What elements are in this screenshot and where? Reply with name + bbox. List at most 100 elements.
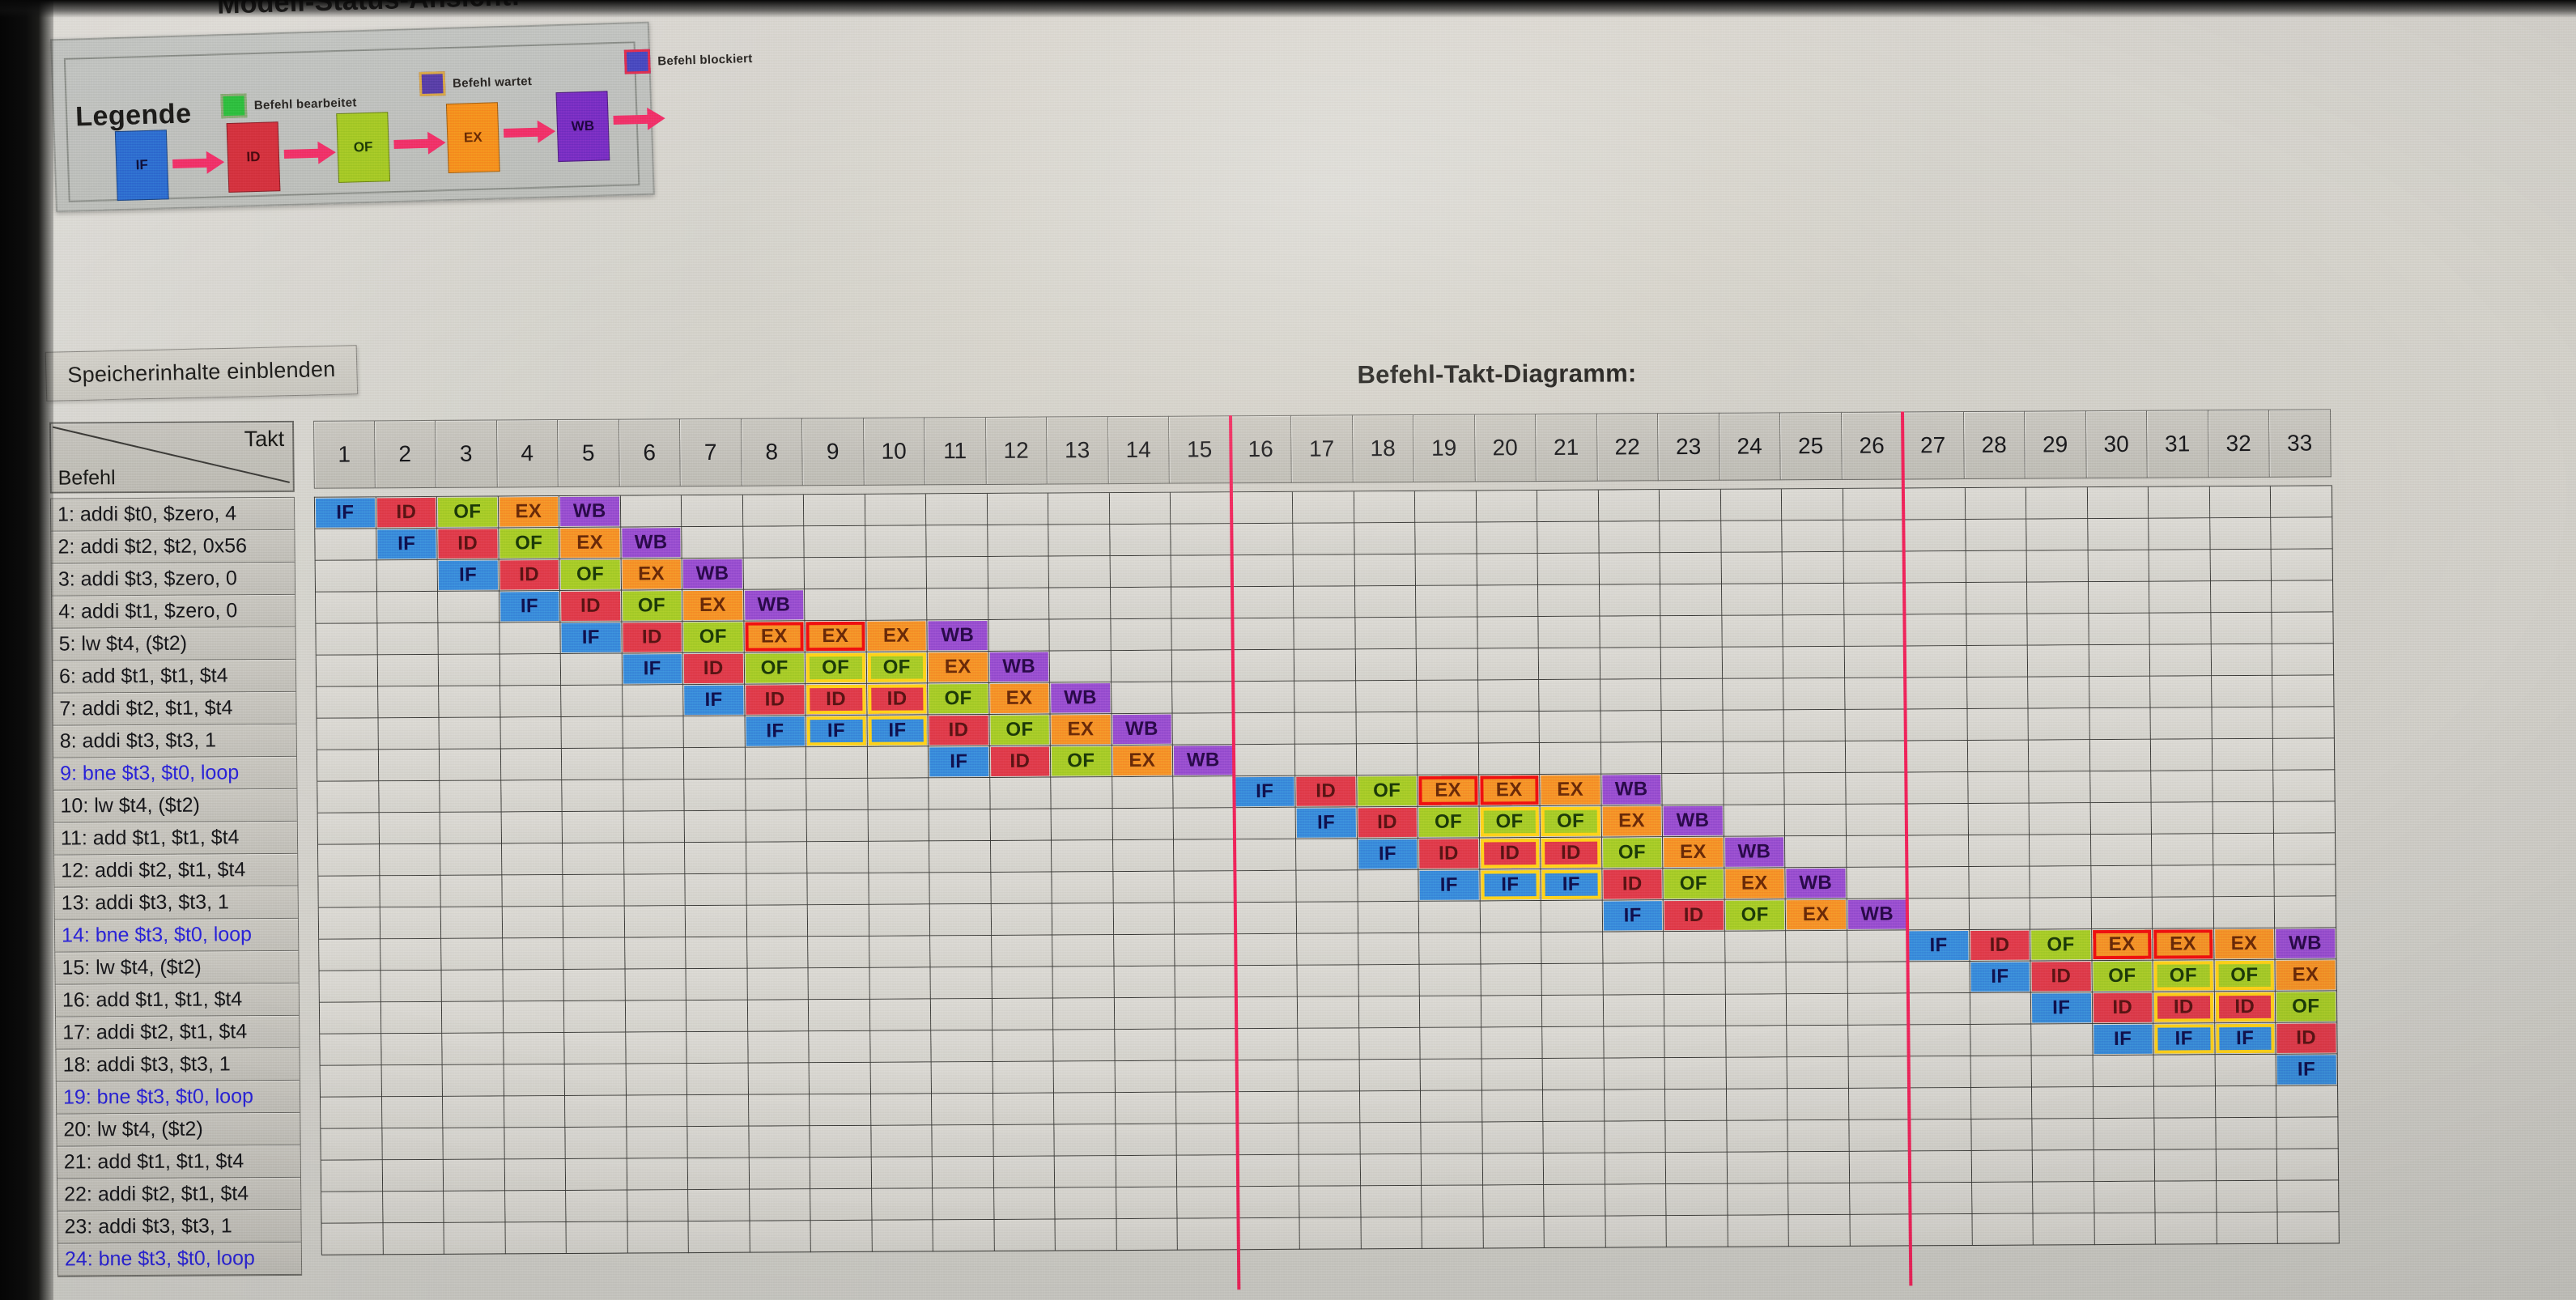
pipeline-empty-cell[interactable] [1909, 1056, 1971, 1089]
pipeline-empty-cell[interactable] [2152, 865, 2214, 898]
pipeline-stage-cell[interactable]: OF [559, 559, 622, 592]
pipeline-empty-cell[interactable] [1541, 932, 1604, 965]
pipeline-empty-cell[interactable] [746, 937, 809, 969]
pipeline-empty-cell[interactable] [1481, 1090, 1544, 1123]
pipeline-empty-cell[interactable] [993, 1124, 1055, 1157]
pipeline-empty-cell[interactable] [2028, 677, 2090, 709]
pipeline-stage-cell[interactable]: OF [744, 652, 806, 685]
pipeline-empty-cell[interactable] [1846, 867, 1908, 899]
pipeline-empty-cell[interactable] [930, 998, 993, 1031]
pipeline-empty-cell[interactable] [1846, 804, 1908, 836]
pipeline-empty-cell[interactable] [1847, 930, 1909, 962]
pipeline-empty-cell[interactable] [2093, 1055, 2155, 1088]
pipeline-stage-cell[interactable]: OF [1356, 775, 1418, 808]
pipeline-empty-cell[interactable] [809, 1030, 871, 1064]
pipeline-empty-cell[interactable] [623, 716, 684, 749]
pipeline-empty-cell[interactable] [1480, 933, 1542, 965]
pipeline-empty-cell[interactable] [1238, 1154, 1300, 1187]
pipeline-empty-cell[interactable] [989, 777, 1052, 809]
pipeline-stage-cell[interactable]: OF [436, 496, 499, 529]
pipeline-empty-cell[interactable] [2148, 486, 2210, 519]
instruction-row[interactable]: 21: add $t1, $t1, $t4 [57, 1145, 300, 1179]
pipeline-empty-cell[interactable] [2093, 1086, 2155, 1119]
pipeline-empty-cell[interactable] [1171, 555, 1233, 588]
pipeline-stage-cell[interactable]: IF [314, 497, 376, 529]
instruction-row[interactable]: 12: addi $t2, $t1, $t4 [54, 853, 298, 888]
pipeline-empty-cell[interactable] [1231, 491, 1294, 525]
pipeline-empty-cell[interactable] [1417, 743, 1479, 775]
pipeline-empty-cell[interactable] [503, 1000, 565, 1034]
pipeline-empty-cell[interactable] [2027, 614, 2089, 646]
stage-box-if[interactable]: IF [114, 130, 169, 202]
pipeline-empty-cell[interactable] [1170, 492, 1232, 525]
pipeline-empty-cell[interactable] [683, 716, 746, 749]
pipeline-empty-cell[interactable] [810, 1220, 873, 1253]
pipeline-empty-cell[interactable] [1116, 1155, 1178, 1188]
pipeline-stage-cell[interactable]: IF [867, 715, 929, 747]
pipeline-empty-cell[interactable] [993, 1156, 1056, 1188]
pipeline-empty-cell[interactable] [1172, 682, 1235, 714]
pipeline-stage-cell[interactable]: ID [1969, 929, 2031, 962]
pipeline-empty-cell[interactable] [869, 967, 931, 1000]
pipeline-empty-cell[interactable] [1481, 964, 1542, 996]
pipeline-empty-cell[interactable] [1177, 1187, 1239, 1219]
pipeline-empty-cell[interactable] [687, 1063, 749, 1096]
pipeline-stage-cell[interactable]: OF [1418, 806, 1480, 839]
pipeline-stage-cell[interactable]: IF [1357, 838, 1419, 871]
pipeline-empty-cell[interactable] [1052, 872, 1114, 904]
pipeline-empty-cell[interactable] [627, 1190, 689, 1222]
pipeline-empty-cell[interactable] [746, 842, 808, 874]
pipeline-empty-cell[interactable] [683, 747, 746, 780]
pipeline-empty-cell[interactable] [2028, 740, 2090, 772]
instruction-row[interactable]: 9: bne $t3, $t0, loop [53, 756, 297, 791]
pipeline-empty-cell[interactable] [1299, 1123, 1361, 1155]
pipeline-empty-cell[interactable] [622, 685, 684, 717]
pipeline-empty-cell[interactable] [503, 1032, 565, 1065]
pipeline-empty-cell[interactable] [1359, 1059, 1422, 1092]
pipeline-empty-cell[interactable] [1787, 1056, 1849, 1090]
pipeline-empty-cell[interactable] [749, 1158, 811, 1190]
pipeline-empty-cell[interactable] [2277, 1212, 2340, 1244]
pipeline-stage-cell[interactable]: EX [621, 559, 683, 591]
pipeline-empty-cell[interactable] [564, 1064, 627, 1096]
pipeline-empty-cell[interactable] [1481, 996, 1543, 1028]
pipeline-stage-cell[interactable]: OF [1050, 746, 1112, 778]
pipeline-empty-cell[interactable] [929, 903, 992, 937]
pipeline-stage-cell[interactable]: ID [437, 528, 499, 560]
pipeline-stage-cell[interactable]: WB [927, 619, 989, 652]
pipeline-empty-cell[interactable] [991, 935, 1053, 967]
pipeline-empty-cell[interactable] [627, 1158, 689, 1191]
pipeline-empty-cell[interactable] [1970, 1119, 2033, 1151]
pipeline-empty-cell[interactable] [563, 906, 625, 939]
instruction-row[interactable]: 22: addi $t2, $t1, $t4 [57, 1177, 301, 1212]
pipeline-empty-cell[interactable] [1174, 903, 1236, 935]
pipeline-empty-cell[interactable] [1359, 1122, 1422, 1155]
pipeline-empty-cell[interactable] [2212, 707, 2273, 740]
pipeline-stage-cell[interactable]: WB [743, 589, 806, 622]
pipeline-empty-cell[interactable] [2149, 550, 2211, 582]
pipeline-empty-cell[interactable] [438, 591, 499, 623]
pipeline-empty-cell[interactable] [1849, 1183, 1911, 1215]
pipeline-empty-cell[interactable] [1908, 992, 1970, 1026]
pipeline-stage-cell[interactable]: OF [1540, 805, 1602, 839]
pipeline-empty-cell[interactable] [1112, 839, 1175, 873]
pipeline-empty-cell[interactable] [1355, 648, 1418, 682]
pipeline-empty-cell[interactable] [381, 1064, 444, 1098]
pipeline-empty-cell[interactable] [1418, 901, 1481, 933]
pipeline-empty-cell[interactable] [869, 1030, 932, 1063]
pipeline-empty-cell[interactable] [562, 780, 624, 813]
pipeline-empty-cell[interactable] [315, 529, 377, 561]
pipeline-empty-cell[interactable] [993, 1187, 1056, 1220]
pipeline-empty-cell[interactable] [2271, 517, 2333, 550]
pipeline-stage-cell[interactable]: ID [744, 684, 806, 716]
pipeline-empty-cell[interactable] [2030, 835, 2091, 867]
pipeline-empty-cell[interactable] [1235, 902, 1298, 935]
pipeline-empty-cell[interactable] [1843, 488, 1905, 520]
pipeline-empty-cell[interactable] [1783, 646, 1845, 679]
pipeline-empty-cell[interactable] [688, 1221, 750, 1254]
pipeline-empty-cell[interactable] [1600, 648, 1662, 680]
pipeline-empty-cell[interactable] [1724, 931, 1787, 963]
pipeline-empty-cell[interactable] [1910, 1087, 1971, 1120]
pipeline-stage-cell[interactable]: EX [682, 589, 744, 622]
pipeline-stage-cell[interactable]: EX [1724, 868, 1786, 900]
